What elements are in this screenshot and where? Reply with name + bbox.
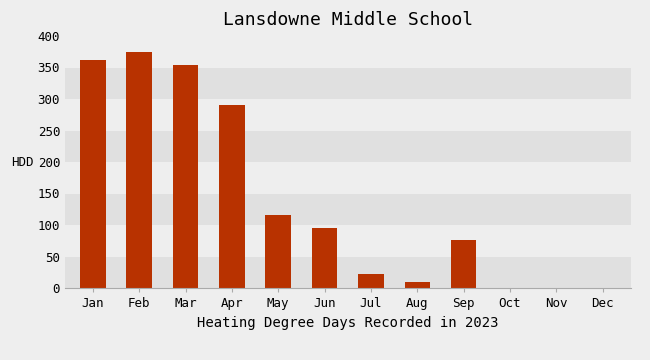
Bar bbox=[219, 105, 244, 288]
Bar bbox=[404, 282, 430, 288]
Y-axis label: HDD: HDD bbox=[11, 156, 33, 168]
Title: Lansdowne Middle School: Lansdowne Middle School bbox=[223, 11, 473, 29]
Bar bbox=[65, 225, 630, 256]
Bar bbox=[65, 36, 630, 68]
Bar bbox=[312, 228, 337, 288]
Bar bbox=[65, 99, 630, 130]
Bar bbox=[265, 215, 291, 288]
Bar bbox=[65, 256, 630, 288]
Bar bbox=[173, 65, 198, 288]
Bar bbox=[451, 240, 476, 288]
Bar bbox=[65, 130, 630, 162]
Bar bbox=[80, 60, 105, 288]
Bar bbox=[126, 52, 152, 288]
Bar bbox=[65, 194, 630, 225]
X-axis label: Heating Degree Days Recorded in 2023: Heating Degree Days Recorded in 2023 bbox=[197, 316, 499, 330]
Bar bbox=[358, 274, 384, 288]
Bar bbox=[65, 162, 630, 194]
Bar bbox=[65, 68, 630, 99]
